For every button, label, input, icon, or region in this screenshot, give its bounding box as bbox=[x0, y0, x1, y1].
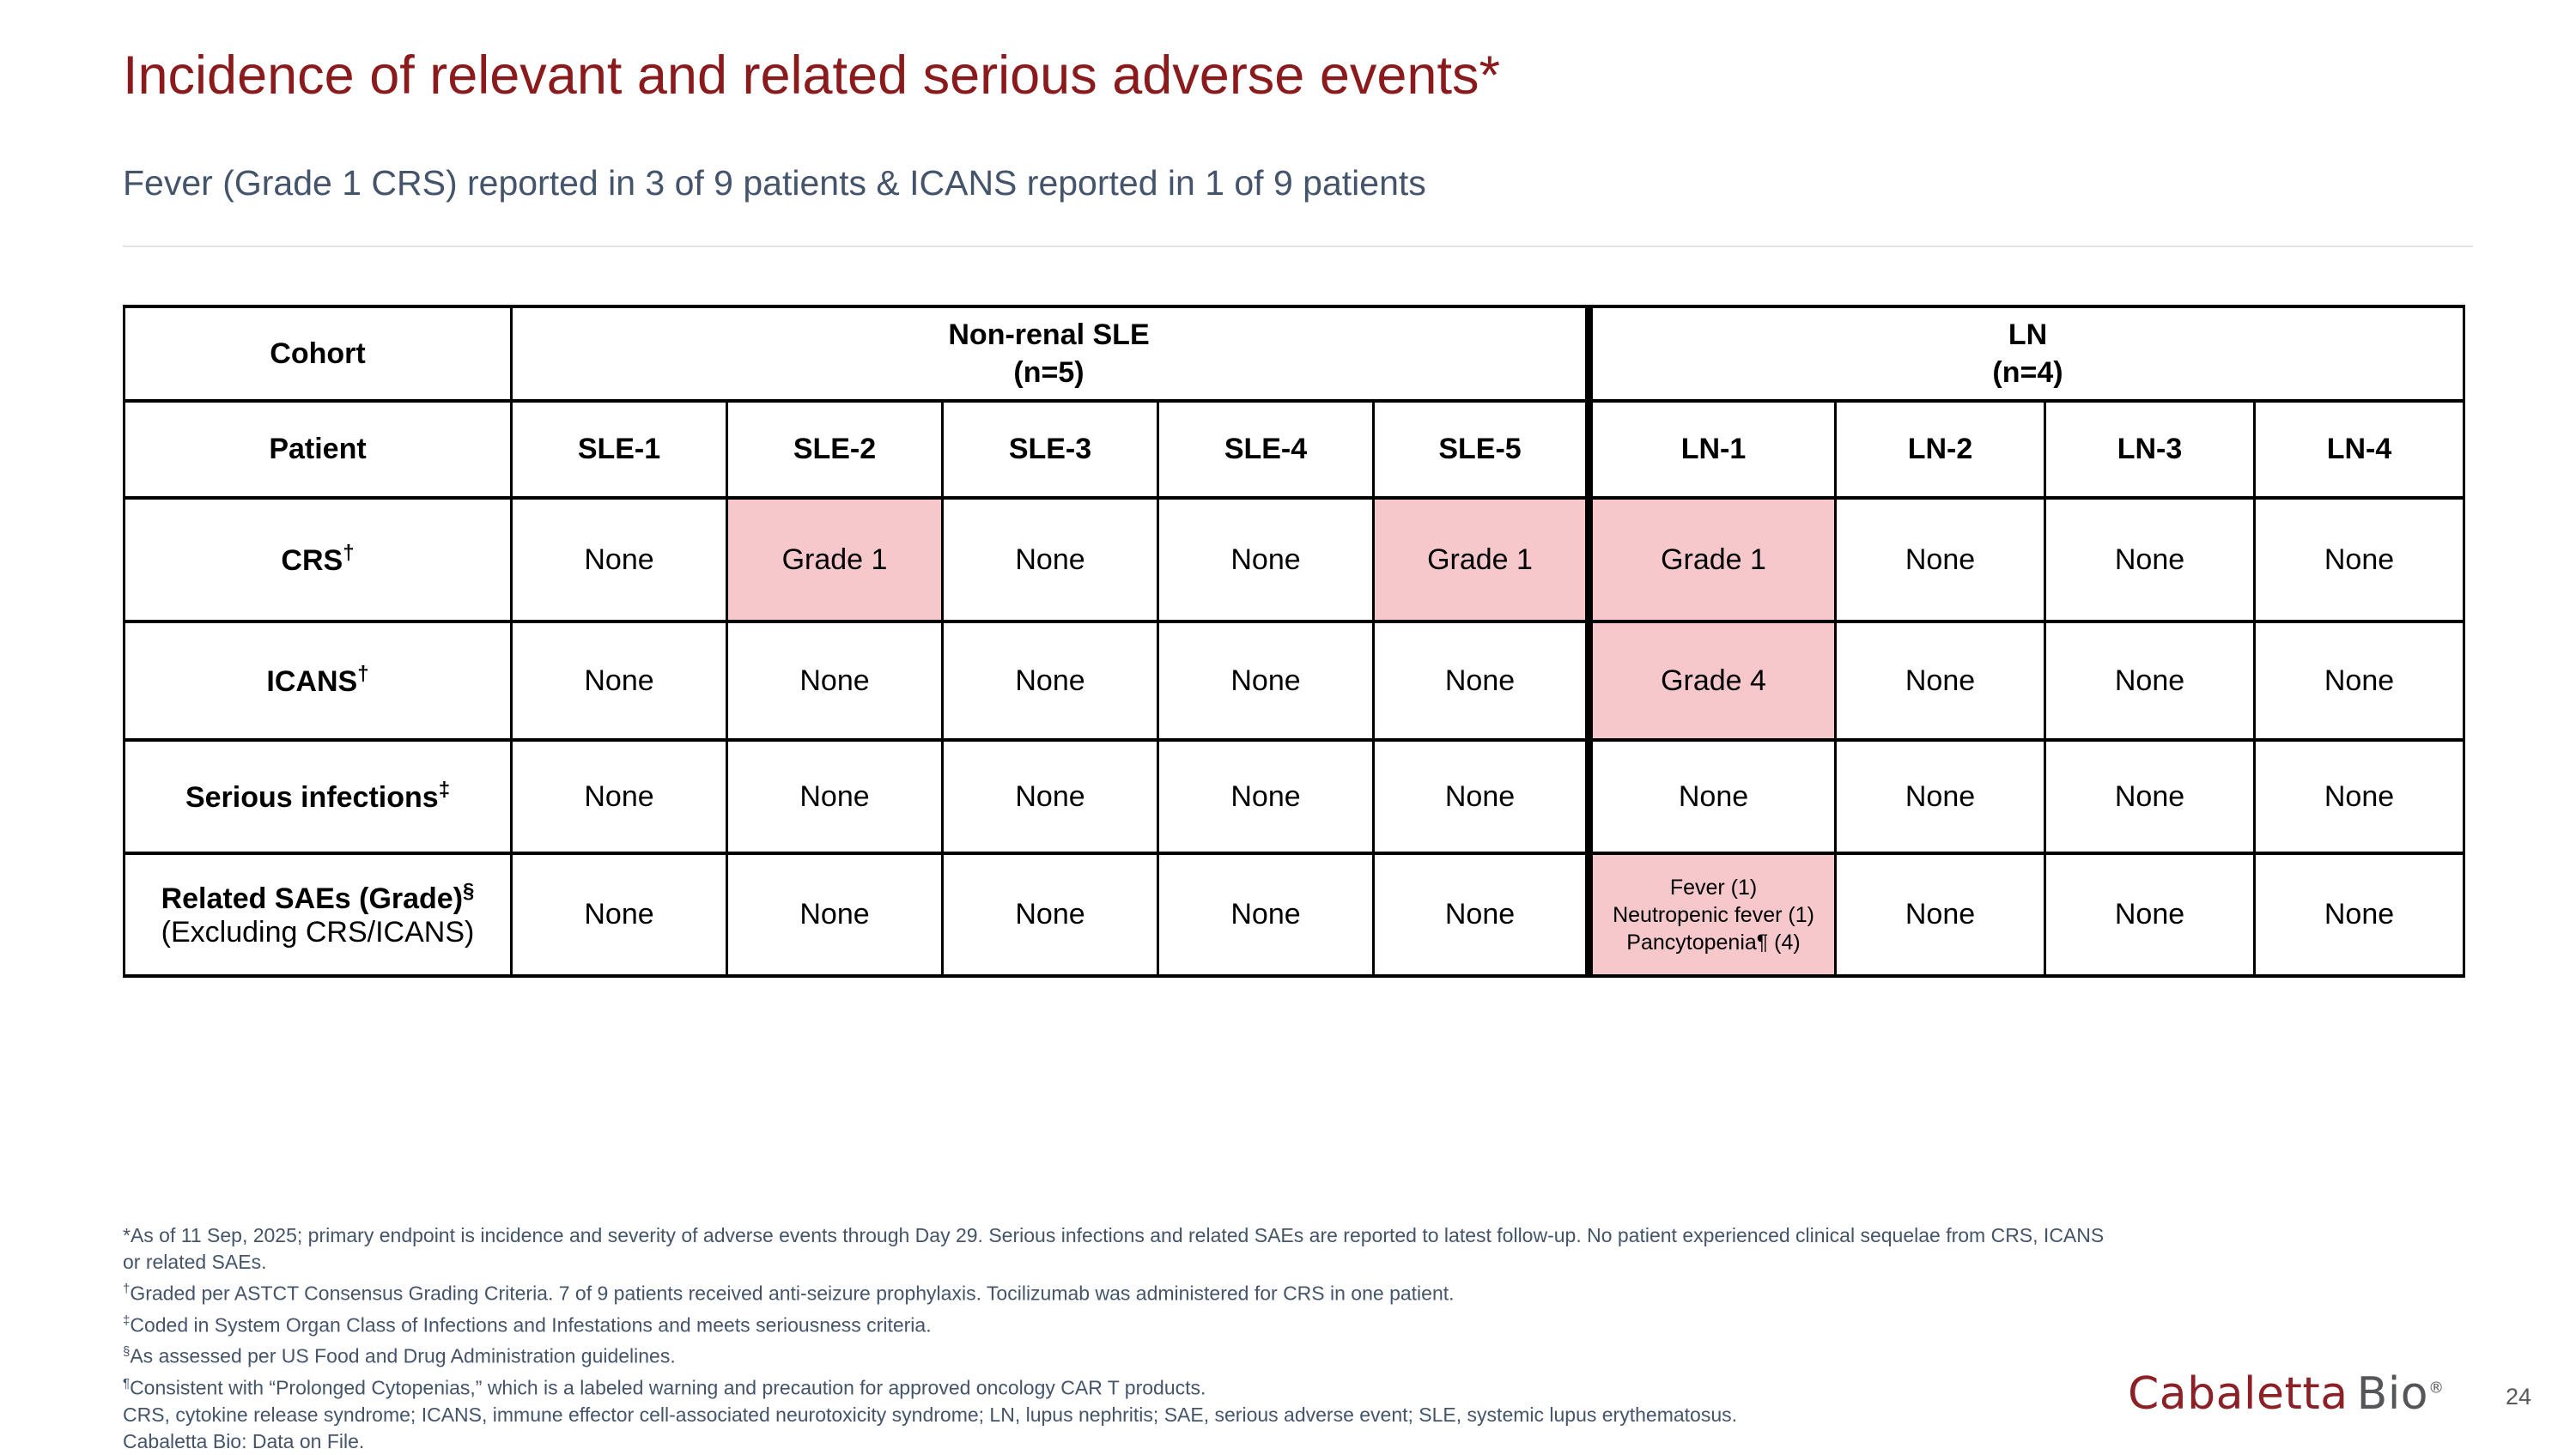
cell-crs-sle-4: None bbox=[1157, 496, 1375, 623]
cell-related-saes-grade-sle-2: None bbox=[726, 852, 944, 978]
footnote-line: §As assessed per US Food and Drug Admini… bbox=[123, 1344, 676, 1367]
cell-icans-ln-3: None bbox=[2044, 620, 2257, 742]
patient-header-ln-3: LN-3 bbox=[2044, 399, 2257, 500]
cell-crs-ln-3: None bbox=[2044, 496, 2257, 623]
footnote-marker: ¶ bbox=[123, 1375, 131, 1391]
cohort-header-sle: Non-renal SLE (n=5) bbox=[509, 305, 1591, 403]
cell-serious-infections-sle-4: None bbox=[1157, 738, 1375, 855]
page-number: 24 bbox=[2506, 1384, 2532, 1410]
logo-text-bio: Bio bbox=[2356, 1368, 2429, 1420]
footnote-marker: † bbox=[123, 1282, 131, 1296]
adverse-events-table: Cohort Non-renal SLE (n=5) LN (n=4) Patient SL… bbox=[123, 305, 2466, 978]
cell-serious-infections-sle-3: None bbox=[941, 738, 1159, 855]
cell-crs-ln-4: None bbox=[2253, 496, 2466, 623]
table-row-related-saes-grade: Related SAEs (Grade)§ (Excluding CRS/ICAN… bbox=[123, 852, 2466, 978]
cell-text-line: Fever (1) bbox=[1669, 875, 1758, 900]
patient-header-sle-1: SLE-1 bbox=[510, 399, 728, 500]
cabaletta-bio-logo: Cabaletta Bio® bbox=[2128, 1368, 2445, 1420]
logo-text-cabaletta: Cabaletta bbox=[2128, 1368, 2348, 1420]
cohort-header-ln: LN (n=4) bbox=[1585, 305, 2466, 403]
footnote-line: *As of 11 Sep, 2025; primary endpoint is… bbox=[123, 1224, 2105, 1273]
patient-header-sle-5: SLE-5 bbox=[1371, 399, 1591, 500]
cell-serious-infections-ln-4: None bbox=[2253, 738, 2466, 855]
row-label-superscript: § bbox=[463, 879, 475, 903]
row-sublabel-text: (Excluding CRS/ICANS) bbox=[161, 916, 475, 949]
cell-icans-sle-3: None bbox=[941, 620, 1159, 742]
slide-subtitle: Fever (Grade 1 CRS) reported in 3 of 9 p… bbox=[123, 163, 1426, 203]
cell-related-saes-grade-sle-5: None bbox=[1371, 852, 1591, 978]
patient-header-sle-2: SLE-2 bbox=[726, 399, 944, 500]
cell-icans-sle-1: None bbox=[510, 620, 728, 742]
row-label-text: ICANS† bbox=[266, 662, 369, 699]
cell-related-saes-grade-ln-1: Fever (1) Neutropenic fever (1) Pancytopen… bbox=[1585, 852, 1838, 978]
cell-text-line: Neutropenic fever (1) bbox=[1613, 902, 1814, 927]
cell-crs-ln-2: None bbox=[1834, 496, 2047, 623]
cohort-header-row: Cohort Non-renal SLE (n=5) LN (n=4) bbox=[123, 305, 2466, 403]
cell-related-saes-grade-ln-3: None bbox=[2044, 852, 2257, 978]
cohort-corner-cell: Cohort bbox=[123, 305, 513, 403]
footnote-line: †Graded per ASTCT Consensus Grading Crit… bbox=[123, 1282, 1455, 1305]
patient-header-sle-3: SLE-3 bbox=[941, 399, 1159, 500]
cell-serious-infections-ln-1: None bbox=[1585, 738, 1838, 855]
footnotes: *As of 11 Sep, 2025; primary endpoint is… bbox=[123, 1222, 2106, 1455]
cell-related-saes-grade-ln-2: None bbox=[1834, 852, 2047, 978]
cell-crs-sle-2: Grade 1 bbox=[726, 496, 944, 623]
table-row-crs: CRS† None Grade 1 None None Grade 1 Grade 1 Non… bbox=[123, 496, 2466, 623]
row-label-related-saes-grade: Related SAEs (Grade)§ (Excluding CRS/ICAN… bbox=[123, 852, 513, 978]
logo-registered-mark: ® bbox=[2428, 1379, 2445, 1397]
cell-icans-sle-4: None bbox=[1157, 620, 1375, 742]
row-label-text: CRS† bbox=[281, 541, 355, 578]
cell-crs-sle-3: None bbox=[941, 496, 1159, 623]
cell-icans-sle-5: None bbox=[1371, 620, 1591, 742]
footnote-line: Cabaletta Bio: Data on File. bbox=[123, 1429, 365, 1452]
cell-icans-ln-2: None bbox=[1834, 620, 2047, 742]
row-label-icans: ICANS† bbox=[123, 620, 513, 742]
row-label-superscript: † bbox=[343, 541, 355, 565]
cell-related-saes-grade-ln-4: None bbox=[2253, 852, 2466, 978]
cell-serious-infections-sle-1: None bbox=[510, 738, 728, 855]
cell-crs-sle-1: None bbox=[510, 496, 728, 623]
row-label-superscript: † bbox=[357, 662, 369, 686]
cell-related-saes-grade-sle-3: None bbox=[941, 852, 1159, 978]
slide-title: Incidence of relevant and related seriou… bbox=[123, 45, 1500, 106]
divider-line bbox=[123, 246, 2473, 247]
footnote-marker: ‡ bbox=[123, 1313, 131, 1328]
cell-serious-infections-sle-2: None bbox=[726, 738, 944, 855]
footnote-line: ‡Coded in System Organ Class of Infectio… bbox=[123, 1313, 932, 1337]
cell-serious-infections-ln-3: None bbox=[2044, 738, 2257, 855]
cell-icans-ln-4: None bbox=[2253, 620, 2466, 742]
cell-related-saes-grade-sle-1: None bbox=[510, 852, 728, 978]
patient-header-row: Patient SLE-1 SLE-2 SLE-3 SLE-4 SLE-5 LN-1 LN-2… bbox=[123, 399, 2466, 500]
footnote-line: CRS, cytokine release syndrome; ICANS, i… bbox=[123, 1403, 1738, 1426]
table-row-icans: ICANS† None None None None None Grade 4 None Non… bbox=[123, 620, 2466, 742]
patient-header-sle-4: SLE-4 bbox=[1157, 399, 1375, 500]
row-label-text: Related SAEs (Grade)§ bbox=[161, 879, 475, 916]
cell-crs-sle-5: Grade 1 bbox=[1371, 496, 1591, 623]
row-label-text: Serious infections‡ bbox=[185, 778, 451, 815]
patient-header-ln-2: LN-2 bbox=[1834, 399, 2047, 500]
row-label-crs: CRS† bbox=[123, 496, 513, 623]
row-label-serious-infections: Serious infections‡ bbox=[123, 738, 513, 855]
cell-text-line: Pancytopenia¶ (4) bbox=[1626, 930, 1801, 955]
footnote-line: ¶Consistent with “Prolonged Cytopenias,”… bbox=[123, 1375, 1206, 1399]
cell-crs-ln-1: Grade 1 bbox=[1585, 496, 1838, 623]
patient-header-ln-4: LN-4 bbox=[2253, 399, 2466, 500]
footnote-marker: § bbox=[123, 1344, 131, 1360]
row-label-superscript: ‡ bbox=[438, 778, 451, 802]
cell-serious-infections-sle-5: None bbox=[1371, 738, 1591, 855]
patient-header-ln-1: LN-1 bbox=[1585, 399, 1838, 500]
cell-related-saes-grade-sle-4: None bbox=[1157, 852, 1375, 978]
table-row-serious-infections: Serious infections‡ None None None None None N… bbox=[123, 738, 2466, 855]
cell-icans-ln-1: Grade 4 bbox=[1585, 620, 1838, 742]
cell-serious-infections-ln-2: None bbox=[1834, 738, 2047, 855]
cell-icans-sle-2: None bbox=[726, 620, 944, 742]
patient-row-label: Patient bbox=[123, 399, 513, 500]
